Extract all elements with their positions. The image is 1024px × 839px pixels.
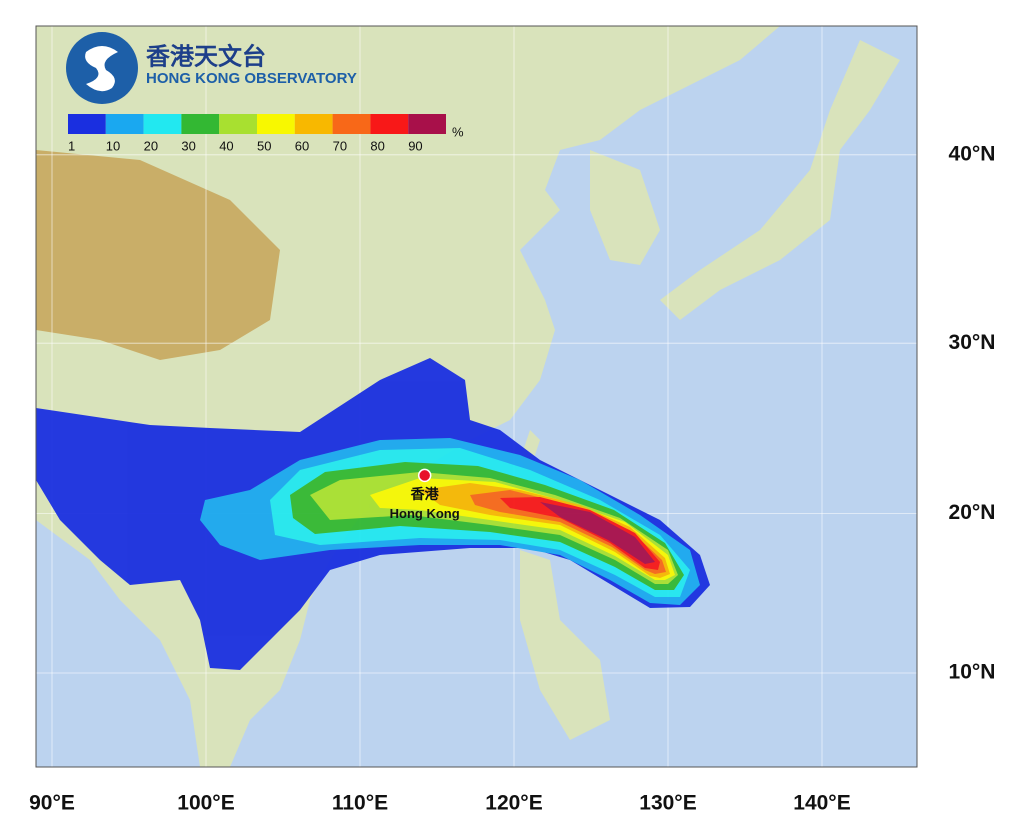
legend-swatch <box>68 114 106 134</box>
legend-swatch <box>294 114 333 134</box>
map-frame <box>35 25 918 768</box>
land-japan <box>660 40 900 320</box>
lon-label: 130°E <box>639 792 696 815</box>
legend-label: 70 <box>333 138 347 153</box>
map-area: 香港天文台 HONG KONG OBSERVATORY 1 10 20 30 40 50 6… <box>36 26 917 767</box>
place-name-chinese: 香港 <box>410 486 440 502</box>
legend-swatch <box>143 114 182 134</box>
logo-swirl <box>85 46 118 92</box>
place-name-english: Hong Kong <box>390 506 460 521</box>
legend-swatch <box>370 114 409 134</box>
legend-label: 80 <box>370 138 384 153</box>
land-philippines <box>520 550 610 740</box>
lat-label: 10°N <box>949 661 996 684</box>
legend-label: 90 <box>408 138 422 153</box>
legend-swatch <box>219 114 257 134</box>
legend-label: 40 <box>219 138 233 153</box>
legend-label: 60 <box>295 138 309 153</box>
lon-label: 100°E <box>177 792 234 815</box>
lat-label: 40°N <box>949 142 996 165</box>
swath-band <box>540 502 655 564</box>
logo-chinese: 香港天文台 <box>146 42 266 70</box>
logo: 香港天文台 HONG KONG OBSERVATORY <box>66 32 357 104</box>
axis-labels: 90°E 100°E 110°E 120°E 130°E 140°E 40°N 30°N 20°… <box>29 142 995 814</box>
legend: 1 10 20 30 40 50 60 70 80 90% <box>68 114 464 153</box>
lon-label: 140°E <box>793 792 850 815</box>
swath-band <box>470 490 666 574</box>
lon-label: 120°E <box>485 792 542 815</box>
lat-label: 20°N <box>949 501 996 524</box>
land-plateau <box>36 150 280 360</box>
logo-english: HONG KONG OBSERVATORY <box>146 70 357 87</box>
probability-swath <box>36 358 710 670</box>
legend-unit: % <box>452 124 464 139</box>
legend-swatch <box>105 114 144 134</box>
legend-swatch <box>181 114 220 134</box>
legend-label: 1 <box>68 138 75 153</box>
lon-label: 110°E <box>332 792 388 815</box>
legend-label: 20 <box>144 138 158 153</box>
legend-swatch <box>332 114 371 134</box>
legend-label: 10 <box>106 138 120 153</box>
place: 香港 Hong Kong <box>390 468 460 521</box>
legend-label: 50 <box>257 138 271 153</box>
lon-label: 90°E <box>29 792 75 815</box>
land-korea <box>590 150 660 265</box>
legend-swatch <box>257 114 295 134</box>
legend-label: 30 <box>181 138 195 153</box>
place-marker <box>417 468 432 483</box>
legend-swatch <box>408 114 446 134</box>
lat-label: 30°N <box>949 331 996 354</box>
